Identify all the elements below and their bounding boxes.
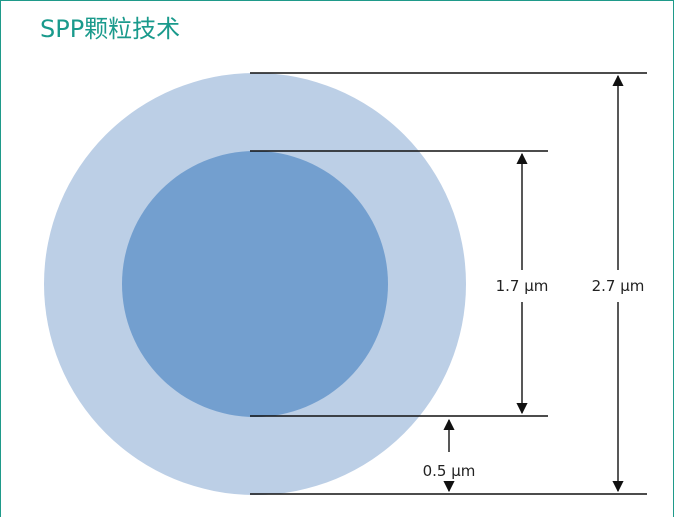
shell-thickness-label: 0.5 µm: [423, 462, 476, 480]
diagram-title: SPP颗粒技术: [40, 15, 181, 43]
core-diameter-label: 1.7 µm: [496, 277, 549, 295]
solid-core-circle: [122, 151, 388, 417]
outer-diameter-label: 2.7 µm: [592, 277, 645, 295]
